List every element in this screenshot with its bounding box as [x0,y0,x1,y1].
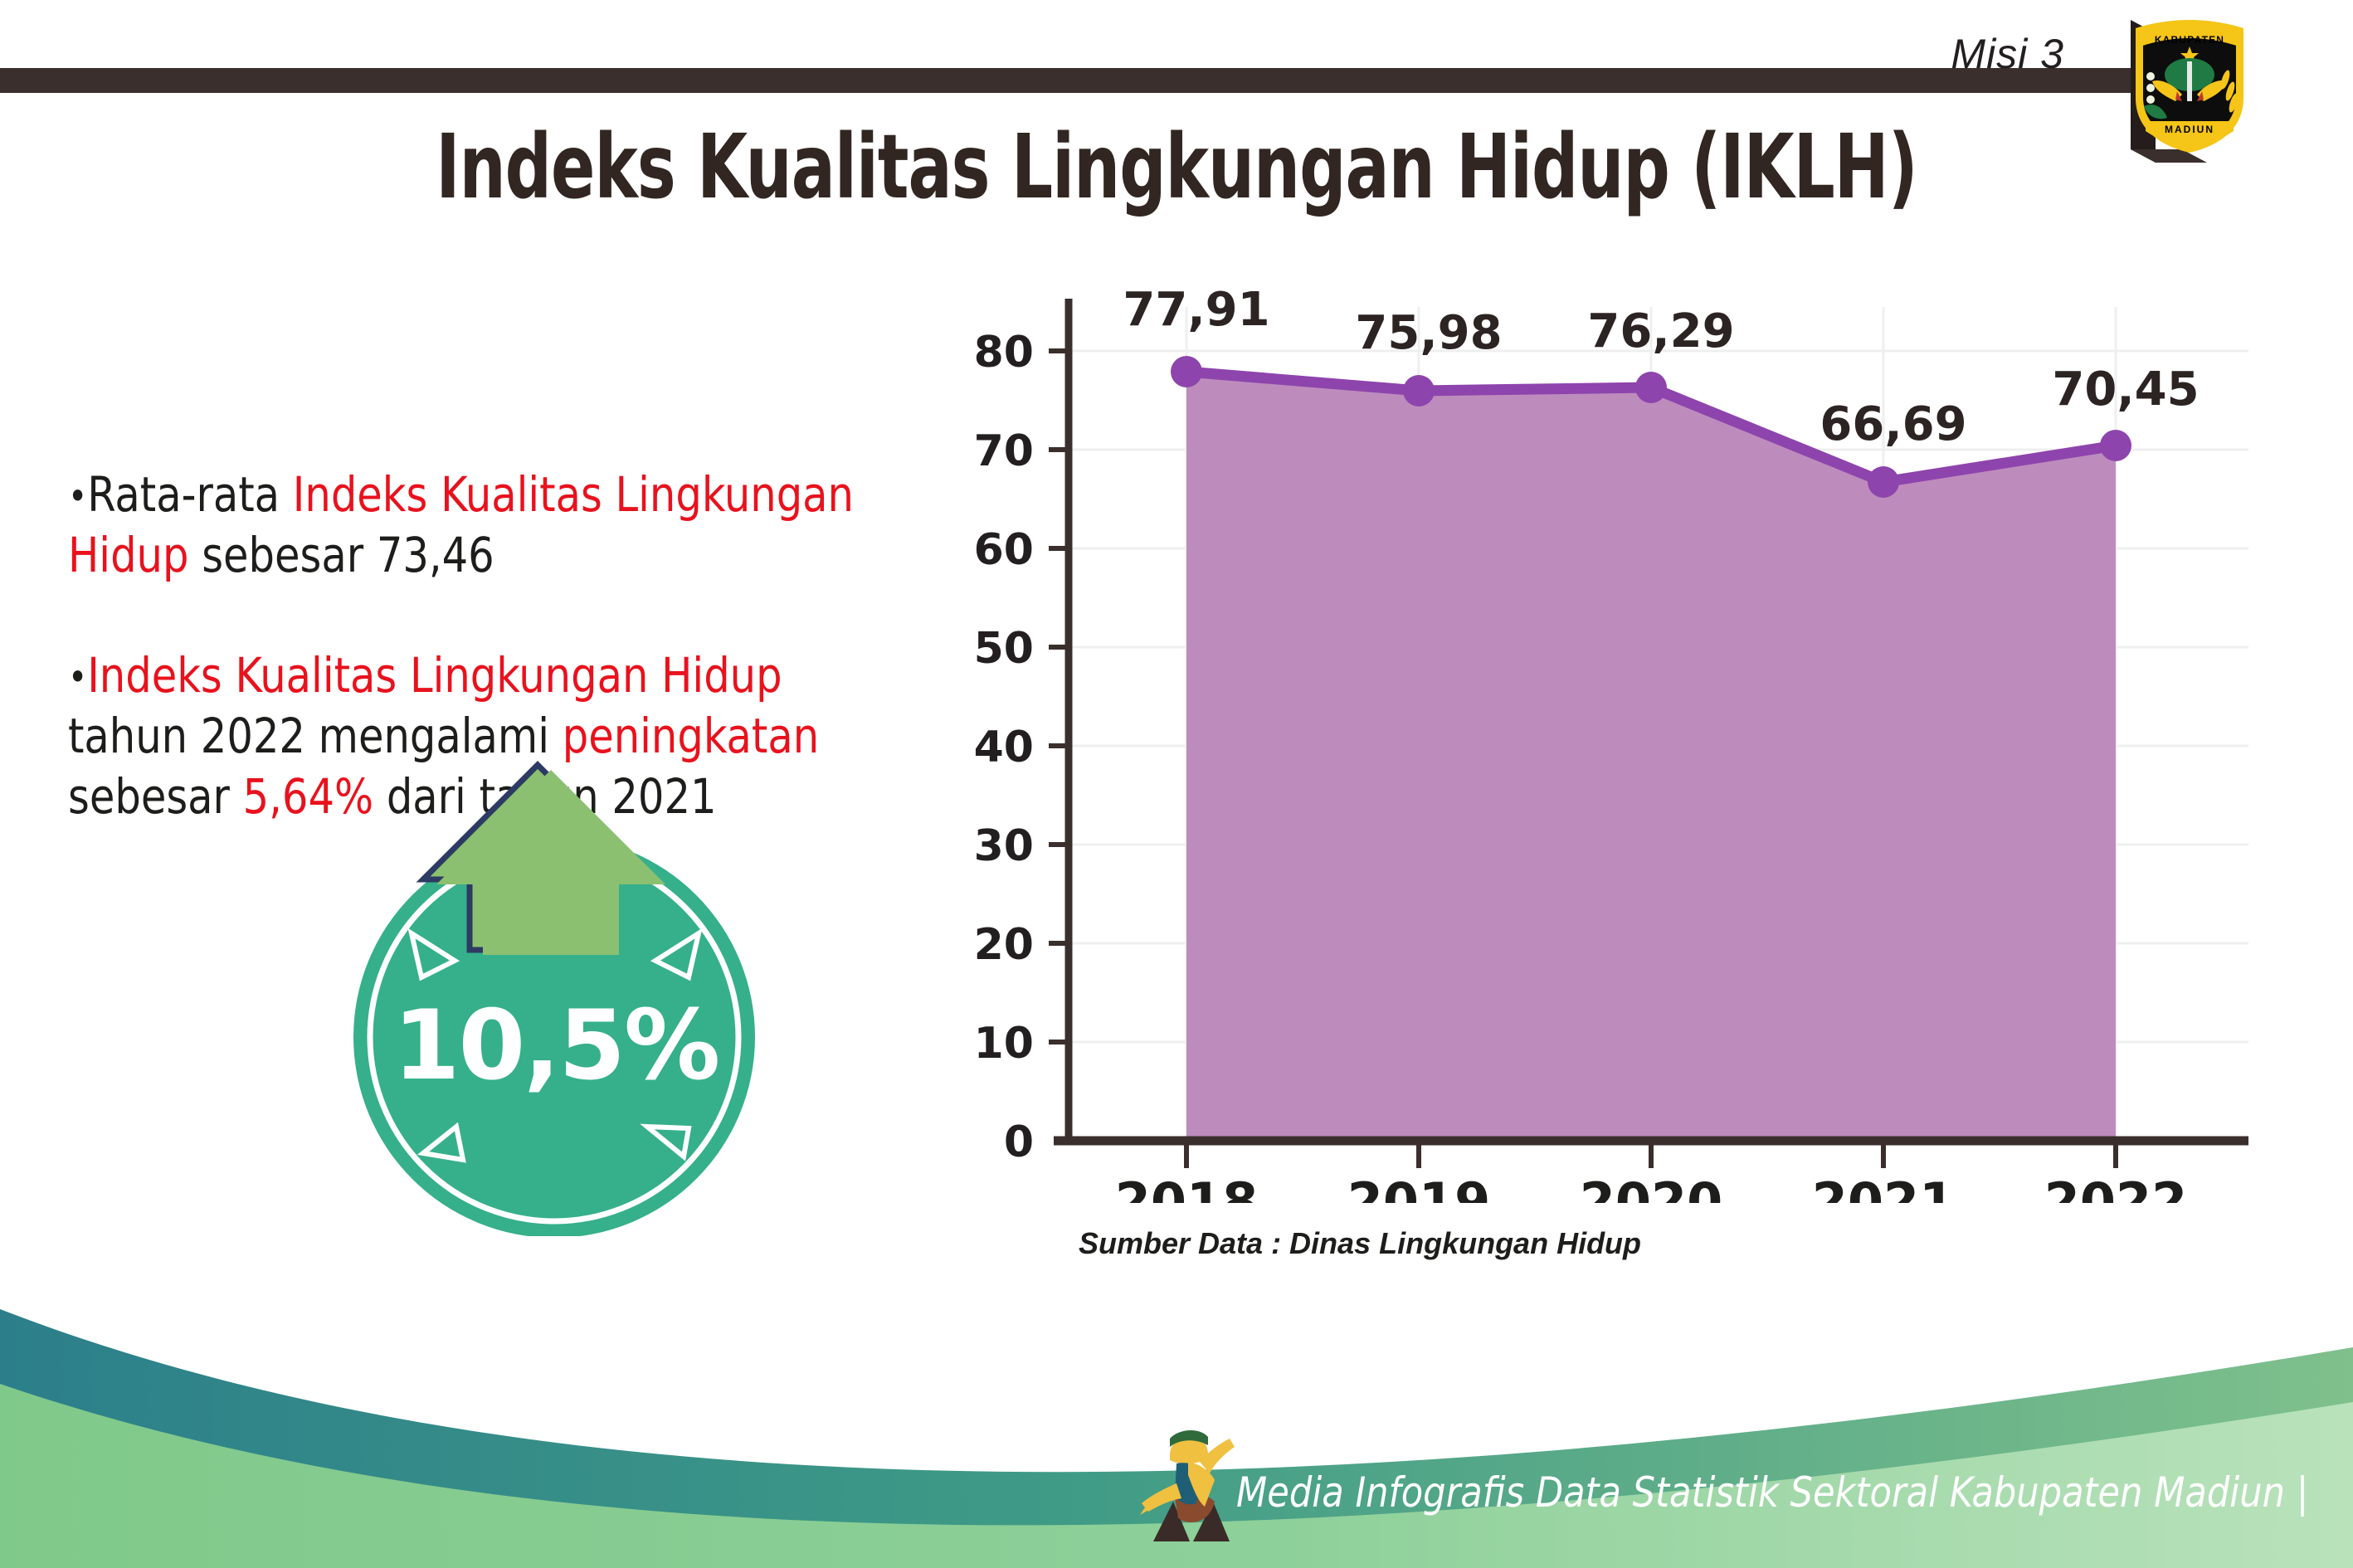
badge-spark-marks [407,928,703,1163]
y-tick-label-20: 20 [974,920,1034,970]
bullet-2-seg5: 5,64% [242,768,374,825]
data-label-2021: 66,69 [1820,397,1966,451]
svg-text:MADIUN: MADIUN [2165,124,2214,135]
bullet-1-seg1: Rata-rata [87,466,293,523]
bullet-2-seg4: sebesar [68,768,243,825]
bullet-2-seg3: peningkatan [562,708,820,765]
y-tick-label-70: 70 [974,426,1034,476]
x-tick-label-2022: 2022 [2044,1171,2188,1203]
bullet-2-seg2: tahun 2022 mengalami [68,708,563,765]
y-tick-label-10: 10 [974,1019,1034,1069]
increase-badge: 10,5% [324,738,788,1238]
x-tick-label-2020: 2020 [1580,1171,1723,1203]
y-tick-label-80: 80 [974,328,1034,377]
bullet-1-seg2: Indeks Kualitas Lingkungan Hidup [68,466,854,584]
bullet-1-seg3: sebesar 73,46 [188,527,494,584]
svg-text:KABUPATEN: KABUPATEN [2155,34,2224,46]
misi-label: Misi 3 [1951,31,2064,77]
y-tick-label-50: 50 [974,624,1034,674]
footer-text: Media Infografis Data Statistik Sektoral… [1236,1468,2309,1517]
chart-markers [1171,356,2131,498]
data-label-2019: 75,98 [1355,306,1502,360]
x-tick-label-2018: 2018 [1115,1171,1259,1203]
data-label-2018: 77,91 [1123,283,1269,337]
chart-svg: 77,91 75,98 76,29 66,69 70,45 80 70 60 5… [974,283,2248,1203]
x-tick-label-2021: 2021 [1812,1171,1956,1203]
bullet-dot-icon: • [68,474,88,519]
data-label-2022: 70,45 [2052,363,2199,416]
y-axis-ticks [1049,348,1069,1045]
iklh-area-chart: 77,91 75,98 76,29 66,69 70,45 80 70 60 5… [954,274,2353,1203]
x-axis-ticks [1184,1141,2118,1168]
footer-wave-decoration [0,1309,2353,1568]
y-tick-label-0: 0 [1004,1118,1034,1167]
up-arrow-icon-overlay [436,770,665,955]
bullet-dot-icon: • [68,655,88,700]
source-note: Sumber Data : Dinas Lingkungan Hidup [1079,1226,1642,1260]
data-label-2020: 76,29 [1587,304,1734,358]
page-title: Indeks Kualitas Lingkungan Hidup (IKLH) [436,116,1917,220]
badge-circle [353,836,755,1238]
bullet-item-average: •Rata-rata Indeks Kualitas Lingkungan Hi… [68,465,904,586]
y-tick-label-30: 30 [974,821,1034,871]
media-infografis-figure-icon [1140,1429,1235,1541]
bullet-2-seg1: Indeks Kualitas Lingkungan Hidup [87,647,782,704]
x-tick-label-2019: 2019 [1347,1171,1491,1203]
y-tick-label-40: 40 [974,723,1034,772]
y-tick-label-60: 60 [974,525,1034,575]
chart-area-fill [1186,372,2116,1141]
increase-badge-graphic [353,761,755,1238]
kabupaten-madiun-crest-icon: KABUPATEN MADIUN [2136,20,2243,153]
